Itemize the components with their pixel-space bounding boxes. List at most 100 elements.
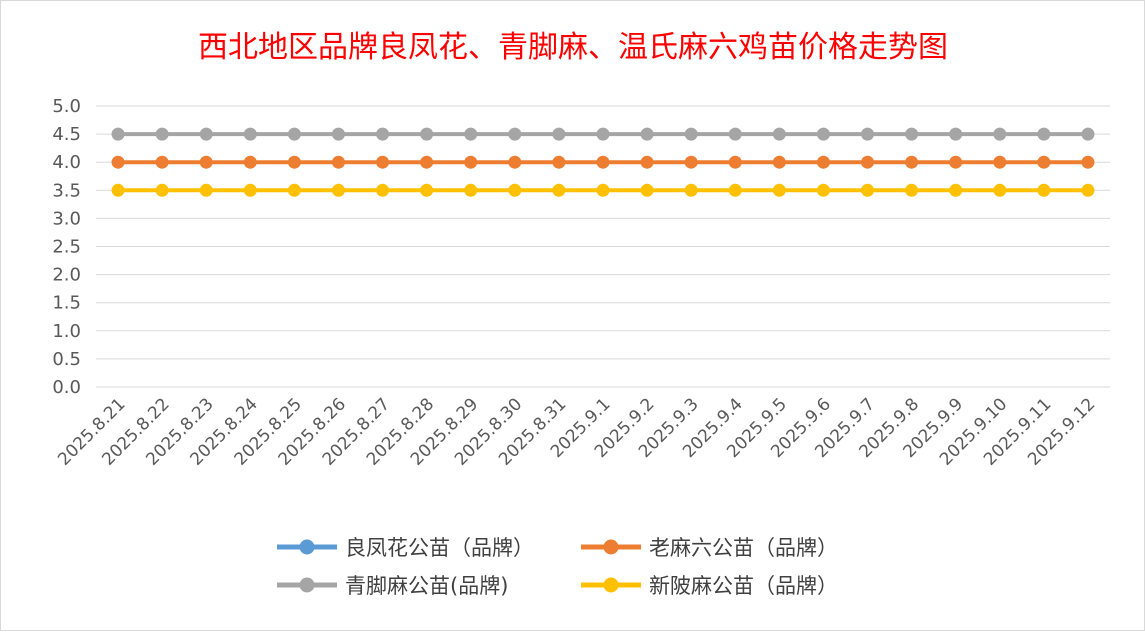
data-point — [155, 155, 169, 169]
data-point — [376, 155, 390, 169]
data-point — [728, 183, 742, 197]
y-tick-label: 5.0 — [52, 96, 81, 117]
data-point — [640, 127, 654, 141]
y-tick-label: 1.5 — [52, 293, 81, 314]
data-point — [111, 155, 125, 169]
legend-item: 良凤花公苗（品牌） — [277, 536, 534, 560]
data-point — [552, 127, 566, 141]
series-3 — [111, 183, 1095, 197]
series-lines — [111, 127, 1095, 197]
data-point — [243, 127, 257, 141]
data-point — [508, 155, 522, 169]
y-tick-label: 0.0 — [52, 377, 81, 398]
data-point — [464, 183, 478, 197]
data-point — [684, 183, 698, 197]
data-point — [1037, 183, 1051, 197]
data-point — [1081, 127, 1095, 141]
data-point — [772, 127, 786, 141]
data-point — [949, 183, 963, 197]
data-point — [1081, 183, 1095, 197]
legend-marker — [299, 577, 315, 593]
legend-marker — [603, 539, 619, 555]
data-point — [331, 183, 345, 197]
data-point — [111, 183, 125, 197]
data-point — [199, 127, 213, 141]
chart-title: 西北地区品牌良凤花、青脚麻、温氏麻六鸡苗价格走势图 — [198, 30, 948, 65]
legend-item: 老麻六公苗（品牌） — [581, 536, 838, 560]
data-point — [1037, 155, 1051, 169]
data-point — [420, 155, 434, 169]
legend-label: 良凤花公苗（品牌） — [345, 536, 534, 560]
y-tick-label: 4.0 — [52, 152, 81, 173]
data-point — [728, 127, 742, 141]
data-point — [508, 127, 522, 141]
data-point — [464, 127, 478, 141]
data-point — [199, 155, 213, 169]
data-point — [816, 183, 830, 197]
data-point — [287, 127, 301, 141]
legend-label: 青脚麻公苗(品牌) — [345, 574, 508, 598]
y-tick-label: 3.5 — [52, 180, 81, 201]
data-point — [1081, 155, 1095, 169]
data-point — [905, 155, 919, 169]
data-point — [684, 155, 698, 169]
data-point — [331, 127, 345, 141]
data-point — [861, 127, 875, 141]
data-point — [861, 183, 875, 197]
data-point — [243, 183, 257, 197]
data-point — [552, 155, 566, 169]
data-point — [1037, 127, 1051, 141]
data-point — [816, 127, 830, 141]
legend-item: 新陂麻公苗（品牌） — [581, 574, 838, 598]
data-point — [331, 155, 345, 169]
data-point — [464, 155, 478, 169]
data-point — [376, 183, 390, 197]
data-point — [155, 127, 169, 141]
legend-label: 老麻六公苗（品牌） — [649, 536, 838, 560]
data-point — [816, 155, 830, 169]
data-point — [420, 127, 434, 141]
data-point — [640, 183, 654, 197]
data-point — [376, 127, 390, 141]
data-point — [596, 155, 610, 169]
data-point — [640, 155, 654, 169]
data-point — [993, 127, 1007, 141]
y-axis-ticks: 0.0 0.5 1.0 1.5 2.0 2.5 3.0 3.5 4.0 4.5 5.0 — [52, 96, 81, 398]
data-point — [949, 155, 963, 169]
data-point — [199, 183, 213, 197]
data-point — [552, 183, 566, 197]
series-1 — [111, 155, 1095, 169]
legend: 良凤花公苗（品牌） 老麻六公苗（品牌） 青脚麻公苗(品牌) 新陂麻公苗（品牌） — [277, 536, 838, 598]
data-point — [287, 155, 301, 169]
y-tick-label: 0.5 — [52, 349, 81, 370]
data-point — [905, 183, 919, 197]
data-point — [287, 183, 301, 197]
data-point — [155, 183, 169, 197]
legend-marker — [299, 539, 315, 555]
data-point — [508, 183, 522, 197]
data-point — [772, 155, 786, 169]
data-point — [993, 183, 1007, 197]
x-axis-ticks: 2025.8.212025.8.222025.8.232025.8.242025… — [54, 394, 1099, 469]
data-point — [243, 155, 257, 169]
data-point — [993, 155, 1007, 169]
data-point — [596, 183, 610, 197]
legend-marker — [603, 577, 619, 593]
y-tick-label: 2.0 — [52, 265, 81, 286]
data-point — [596, 127, 610, 141]
gridlines — [96, 105, 1110, 388]
data-point — [420, 183, 434, 197]
y-tick-label: 2.5 — [52, 237, 81, 258]
series-2 — [111, 127, 1095, 141]
y-tick-label: 1.0 — [52, 321, 81, 342]
data-point — [861, 155, 875, 169]
data-point — [905, 127, 919, 141]
legend-item: 青脚麻公苗(品牌) — [277, 574, 508, 598]
data-point — [111, 127, 125, 141]
data-point — [949, 127, 963, 141]
y-tick-label: 4.5 — [52, 124, 81, 145]
data-point — [772, 183, 786, 197]
data-point — [728, 155, 742, 169]
